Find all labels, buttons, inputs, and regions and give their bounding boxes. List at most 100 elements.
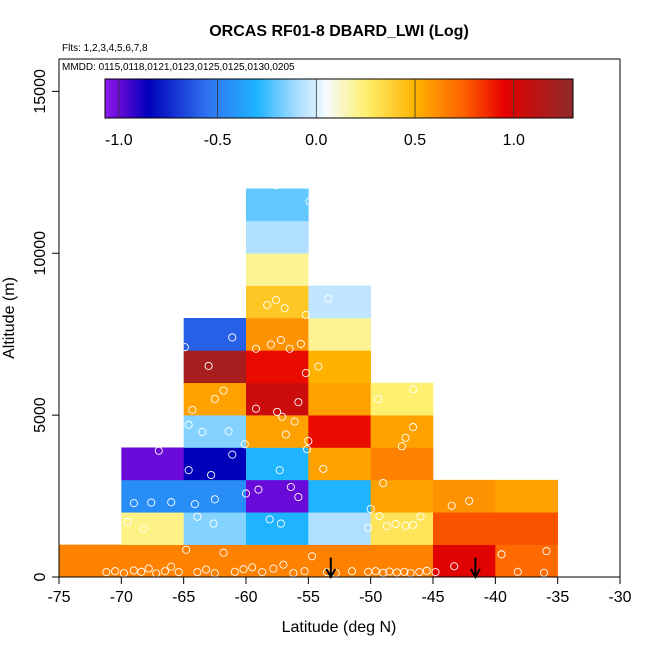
colorbar-swatch bbox=[107, 79, 112, 118]
heatmap-cell bbox=[246, 350, 309, 384]
colorbar-swatch bbox=[333, 79, 337, 118]
colorbar-swatch bbox=[429, 79, 433, 118]
sample-point bbox=[450, 562, 459, 571]
sample-point bbox=[210, 495, 219, 504]
colorbar-swatch bbox=[318, 79, 322, 118]
colorbar-swatch bbox=[499, 79, 504, 118]
x-tick-label: -65 bbox=[172, 589, 195, 606]
sample-point bbox=[416, 512, 425, 521]
heatmap-cell bbox=[308, 285, 371, 319]
heatmap-cell bbox=[183, 479, 247, 513]
x-tick-label: -40 bbox=[484, 589, 507, 606]
sample-point bbox=[374, 394, 383, 403]
colorbar-swatch bbox=[458, 79, 463, 118]
heatmap-cell bbox=[308, 382, 371, 416]
sample-point bbox=[241, 489, 251, 498]
sample-point bbox=[281, 430, 290, 439]
sample-point bbox=[391, 519, 400, 528]
colorbar-swatch bbox=[555, 79, 559, 118]
sample-point bbox=[123, 517, 132, 527]
colorbar-swatch bbox=[485, 79, 489, 118]
colorbar-swatch bbox=[379, 79, 384, 118]
sample-point bbox=[190, 500, 199, 509]
colorbar-swatch bbox=[391, 79, 395, 118]
colorbar-swatch bbox=[482, 79, 486, 118]
sample-point bbox=[371, 567, 380, 576]
colorbar-swatch bbox=[382, 79, 387, 118]
sample-point bbox=[198, 427, 207, 437]
colorbar-swatch bbox=[505, 79, 510, 118]
colorbar-swatch bbox=[356, 79, 360, 118]
colorbar-swatch bbox=[526, 79, 530, 118]
sample-point bbox=[273, 407, 282, 416]
sample-point bbox=[265, 515, 274, 524]
colorbar-swatch bbox=[423, 79, 428, 118]
colorbar-swatch bbox=[561, 79, 565, 118]
colorbar-swatch bbox=[447, 79, 451, 118]
colorbar-swatch bbox=[517, 79, 521, 118]
colorbar-swatch bbox=[265, 79, 270, 118]
colorbar-swatch bbox=[377, 79, 381, 118]
colorbar: -1.0 -0.5 0.0 0.5 1.0 bbox=[104, 78, 574, 149]
heatmap-cell bbox=[246, 382, 309, 416]
sample-point bbox=[139, 524, 148, 533]
sample-point bbox=[409, 423, 418, 432]
sample-point bbox=[301, 368, 310, 378]
colorbar-swatch bbox=[426, 79, 431, 118]
colorbar-swatch bbox=[491, 79, 495, 118]
x-tick-label: -35 bbox=[546, 589, 569, 606]
colorbar-swatch bbox=[195, 79, 199, 118]
y-tick-label: 0 bbox=[32, 572, 49, 581]
sample-point bbox=[431, 568, 440, 577]
colorbar-swatch bbox=[248, 79, 252, 118]
sample-points bbox=[102, 181, 551, 578]
colorbar-swatch bbox=[295, 79, 299, 118]
sample-point bbox=[366, 504, 375, 514]
sample-point bbox=[193, 512, 202, 521]
colorbar-swatch bbox=[514, 79, 518, 118]
sample-point bbox=[465, 496, 474, 505]
x-tick-label: -75 bbox=[47, 589, 70, 606]
colorbar-swatch bbox=[315, 79, 319, 118]
colorbar-swatch bbox=[145, 79, 150, 118]
sample-point bbox=[324, 294, 333, 303]
colorbar-swatch bbox=[283, 79, 287, 118]
sample-point bbox=[415, 568, 424, 577]
sample-point bbox=[397, 442, 406, 451]
colorbar-swatch bbox=[523, 79, 527, 118]
x-axis-label: Latitude (deg N) bbox=[282, 619, 397, 636]
heatmap-cell bbox=[433, 512, 496, 545]
colorbar-swatch bbox=[309, 79, 314, 118]
colorbar-swatch bbox=[201, 79, 205, 118]
flights-label: Flts: 1,2,3,4,5,6,7,8 bbox=[62, 43, 148, 54]
colorbar-swatch bbox=[227, 79, 232, 118]
heatmap-cell bbox=[183, 415, 247, 448]
heatmap-cell bbox=[246, 447, 309, 481]
sample-point bbox=[174, 568, 183, 577]
colorbar-swatch bbox=[412, 79, 416, 118]
sample-point bbox=[182, 545, 191, 554]
sample-point bbox=[129, 499, 138, 508]
colorbar-swatch bbox=[336, 79, 340, 118]
colorbar-swatch bbox=[540, 79, 545, 118]
sample-point bbox=[286, 482, 295, 492]
sample-point bbox=[294, 492, 303, 502]
sample-point bbox=[290, 417, 299, 426]
heatmap-cell bbox=[183, 382, 247, 416]
colorbar-swatch bbox=[274, 79, 278, 118]
colorbar-swatch bbox=[511, 79, 515, 118]
colorbar-swatch bbox=[441, 79, 445, 118]
colorbar-swatch bbox=[321, 79, 325, 118]
colorbar-swatch bbox=[529, 79, 533, 118]
colorbar-swatch bbox=[543, 79, 548, 118]
colorbar-swatch bbox=[181, 79, 185, 118]
heatmap-cell bbox=[246, 318, 309, 351]
sample-point bbox=[193, 568, 202, 577]
y-tick-label: 10000 bbox=[32, 231, 49, 276]
colorbar-swatch bbox=[213, 79, 217, 118]
sample-point bbox=[180, 343, 189, 352]
sample-point bbox=[400, 567, 409, 576]
colorbar-swatch bbox=[260, 79, 264, 118]
colorbar-swatch bbox=[406, 79, 410, 118]
colorbar-swatch bbox=[277, 79, 281, 118]
